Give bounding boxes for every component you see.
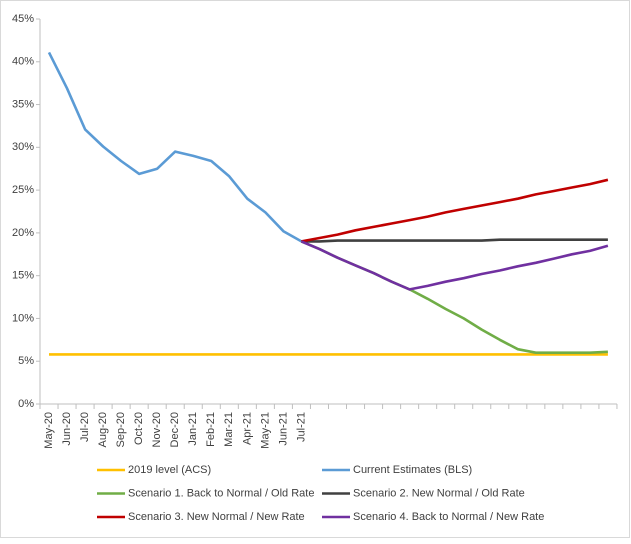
series-line: [301, 238, 608, 243]
y-tick-label: 10%: [12, 312, 34, 324]
legend-label: Scenario 4. Back to Normal / New Rate: [353, 511, 544, 523]
x-tick-label: May-21: [259, 412, 271, 449]
y-tick-label: 20%: [12, 227, 34, 239]
legend-label: 2019 level (ACS): [128, 464, 211, 476]
y-tick-label: 0%: [18, 398, 34, 410]
x-tick-label: Jul-21: [295, 412, 307, 442]
x-tick-label: May-20: [43, 412, 55, 449]
x-tick-label: Jan-21: [187, 412, 199, 446]
x-tick-label: Jun-20: [61, 412, 73, 446]
y-tick-label: 35%: [12, 98, 34, 110]
x-tick-label: Sep-20: [115, 412, 127, 447]
y-tick-label: 5%: [18, 355, 34, 367]
legend-label: Scenario 3. New Normal / New Rate: [128, 511, 305, 523]
series-line: [300, 240, 609, 291]
x-tick-label: Aug-20: [97, 412, 109, 447]
series-line: [301, 178, 609, 243]
series-line: [47, 51, 303, 243]
x-tick-label: Jun-21: [277, 412, 289, 446]
y-tick-label: 30%: [12, 141, 34, 153]
y-tick-label: 40%: [12, 56, 34, 68]
x-tick-label: Dec-20: [169, 412, 181, 447]
legend-label: Scenario 2. New Normal / Old Rate: [353, 487, 525, 499]
y-tick-label: 15%: [12, 270, 34, 282]
x-tick-label: Nov-20: [151, 412, 163, 447]
y-tick-label: 25%: [12, 184, 34, 196]
x-tick-label: Mar-21: [223, 412, 235, 447]
x-tick-label: Oct-20: [133, 412, 145, 445]
legend-label: Current Estimates (BLS): [353, 464, 472, 476]
x-tick-label: Jul-20: [79, 412, 91, 442]
y-tick-label: 45%: [12, 13, 34, 25]
x-tick-label: Apr-21: [241, 412, 253, 445]
legend-label: Scenario 1. Back to Normal / Old Rate: [128, 487, 314, 499]
x-tick-label: Feb-21: [205, 412, 217, 447]
